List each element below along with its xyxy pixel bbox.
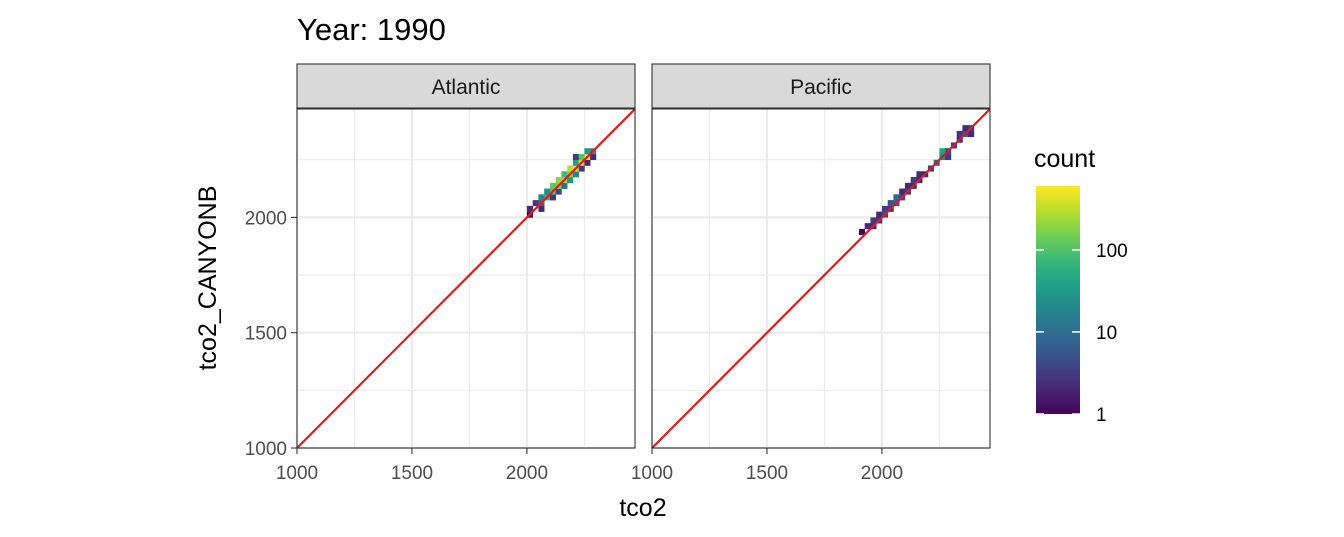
facet-label-pacific: Pacific xyxy=(790,76,852,99)
heatmap-tile xyxy=(881,205,888,212)
x-tick-label: 2000 xyxy=(861,463,903,484)
legend-label: 1 xyxy=(1096,405,1107,426)
heatmap-tile xyxy=(584,148,591,155)
panel-border xyxy=(651,108,991,449)
heatmap-tile xyxy=(572,171,579,178)
heatmap-tile xyxy=(893,194,900,201)
heatmap-tile xyxy=(549,194,556,201)
heatmap-tile xyxy=(945,153,952,161)
heatmap-tile xyxy=(956,130,963,137)
heatmap-tile xyxy=(939,148,946,155)
heatmap-tile xyxy=(555,188,562,195)
heatmap-tile xyxy=(544,188,551,195)
reference-line xyxy=(296,108,636,449)
x-tick-label: 2000 xyxy=(506,463,548,484)
heatmap-tile xyxy=(584,159,591,166)
heatmap-tile xyxy=(590,153,597,161)
heatmap-tile xyxy=(916,171,923,178)
x-axis-atlantic: 1000 1500 2000 xyxy=(276,448,548,484)
panel-refline xyxy=(296,108,636,449)
heatmap-tile xyxy=(526,205,533,212)
facet-panel-pacific: Pacific xyxy=(650,63,991,450)
heatmap-tile xyxy=(899,188,906,195)
heatmap-tile xyxy=(538,205,545,212)
x-axis-pacific: 1000 1500 2000 xyxy=(631,448,903,484)
y-axis: 1000 1500 2000 xyxy=(245,208,297,460)
heatmap-tile xyxy=(549,182,556,189)
panel-refline xyxy=(651,108,991,449)
x-tick-label: 1000 xyxy=(631,463,673,484)
heatmap-tile xyxy=(555,177,562,184)
heatmap-tile xyxy=(567,165,574,172)
heatmap-tile xyxy=(962,125,969,132)
legend-colorbar xyxy=(1036,186,1080,414)
heatmap-tile xyxy=(561,182,568,189)
color-legend: count 1 10 100 xyxy=(1034,145,1128,426)
heatmap-tile xyxy=(567,177,574,184)
legend-ticks: 1 10 100 xyxy=(1036,241,1128,426)
heatmap-tile xyxy=(858,228,865,235)
y-tick-label: 2000 xyxy=(245,208,287,229)
facet-strip-atlantic xyxy=(296,63,636,109)
heatmap-tile xyxy=(910,177,917,184)
heatmap-tile xyxy=(904,182,911,189)
heatmap-tile xyxy=(870,217,877,224)
x-axis-title: tco2 xyxy=(619,494,666,522)
heatmap-tile xyxy=(968,130,975,137)
x-tick-label: 1500 xyxy=(746,463,788,484)
heatmap-tile xyxy=(572,153,579,161)
x-tick-label: 1500 xyxy=(391,463,433,484)
facet-strip-pacific xyxy=(651,63,991,109)
y-tick-label: 1000 xyxy=(245,439,287,460)
x-tick-label: 1000 xyxy=(276,463,318,484)
heatmap-tile xyxy=(578,153,585,161)
legend-label: 100 xyxy=(1096,241,1128,262)
heatmap-tile xyxy=(561,171,568,178)
facet-label-atlantic: Atlantic xyxy=(432,76,501,99)
heatmap-tile xyxy=(538,194,545,201)
heatmap-tile xyxy=(578,165,585,172)
panel-border xyxy=(296,108,636,449)
facet-panel-atlantic: Atlantic xyxy=(295,63,636,450)
heatmap-tile xyxy=(572,159,579,166)
heatmap-tile xyxy=(876,211,883,218)
reference-line xyxy=(651,108,991,449)
heatmap-tile xyxy=(864,223,871,230)
chart-title: Year: 1990 xyxy=(297,12,446,47)
y-tick-label: 1500 xyxy=(245,324,287,345)
heatmap-tile xyxy=(532,200,539,207)
legend-label: 10 xyxy=(1096,323,1117,344)
y-axis-title: tco2_CANYONB xyxy=(194,186,222,371)
heatmap-tile xyxy=(887,200,894,207)
legend-title: count xyxy=(1034,145,1095,173)
